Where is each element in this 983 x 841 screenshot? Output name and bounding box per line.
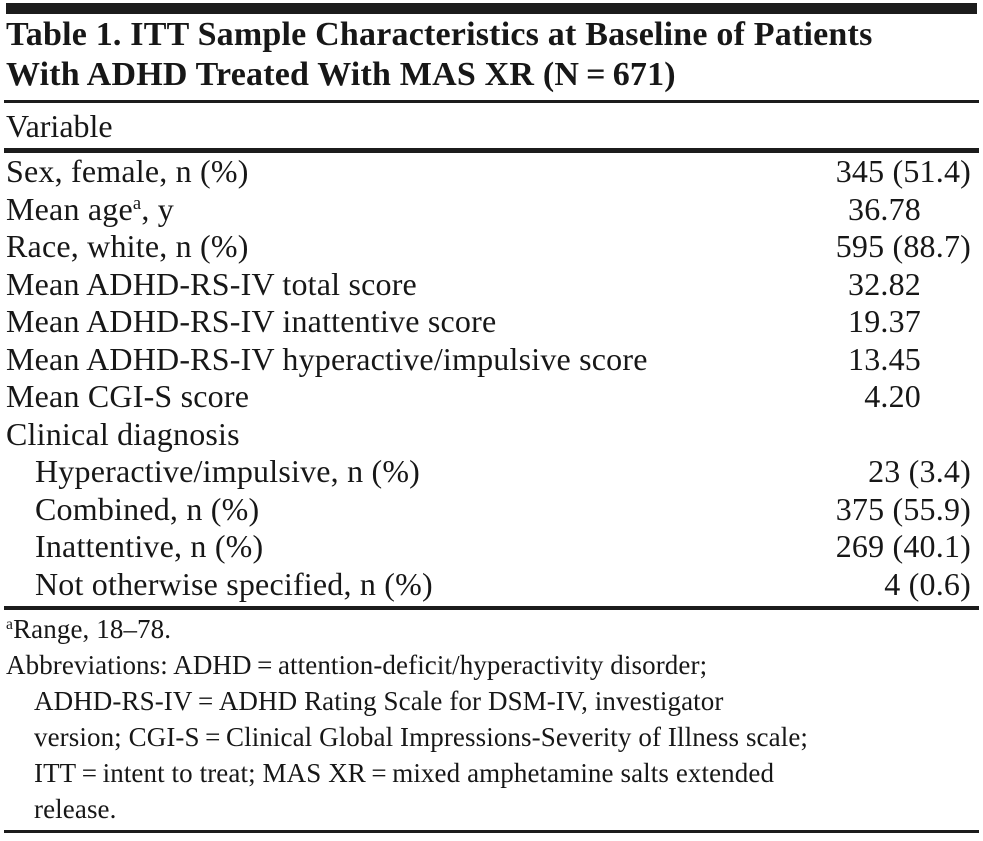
row-label: Not otherwise specified, n (%) — [35, 565, 433, 602]
table-row: Inattentive, n (%) 269 (40.1) — [0, 528, 983, 566]
footnote-abbrev-line: ITT = intent to treat; MAS XR = mixed am… — [34, 758, 775, 788]
table-row: Combined, n (%) 375 (55.9) — [0, 491, 983, 529]
table-body: Sex, female, n (%) 345 (51.4) Mean agea, y… — [0, 153, 983, 603]
row-value: 36.78 — [848, 190, 921, 227]
row-value: 13.45 — [848, 340, 921, 377]
row-label: Mean agea, y — [6, 190, 174, 227]
row-label: Mean CGI-S score — [6, 378, 250, 414]
rule-under-header — [4, 148, 979, 153]
table-row: Mean ADHD-RS-IV hyperactive/impulsive sc… — [0, 341, 983, 379]
rule-under-body — [4, 606, 979, 610]
row-label: Mean ADHD-RS-IV hyperactive/impulsive sc… — [6, 340, 648, 377]
row-label: Clinical diagnosis — [6, 415, 240, 452]
row-label: Race, white, n (%) — [6, 228, 249, 264]
row-value: 595 (88.7) — [835, 228, 971, 264]
row-value: 4 (0.6) — [884, 565, 971, 602]
column-header-variable: Variable — [6, 108, 113, 144]
row-label-superscript: a — [132, 193, 142, 215]
table-row: Mean agea, y 36.78 — [0, 191, 983, 229]
footnotes: aRange, 18–78. Abbreviations: ADHD = att… — [6, 611, 977, 827]
table-top-bar — [6, 3, 977, 14]
table-row: Mean ADHD-RS-IV inattentive score 19.37 — [0, 303, 983, 341]
rule-under-title — [4, 100, 979, 103]
table-row: Hyperactive/impulsive, n (%) 23 (3.4) — [0, 453, 983, 491]
table-row: Mean CGI-S score 4.20 — [0, 378, 983, 416]
bottom-rule — [4, 830, 979, 833]
row-label: Inattentive, n (%) — [35, 528, 264, 564]
table-row: Clinical diagnosis — [0, 416, 983, 454]
row-value: 375 (55.9) — [835, 490, 971, 527]
row-label: Hyperactive/impulsive, n (%) — [35, 453, 421, 489]
row-value: 4.20 — [864, 378, 921, 414]
row-value: 32.82 — [848, 265, 921, 302]
footnote-abbrev-line: Abbreviations: ADHD = attention-deficit/… — [6, 650, 708, 680]
footnote-range-text: Range, 18–78. — [13, 614, 172, 644]
table-row: Not otherwise specified, n (%) 4 (0.6) — [0, 566, 983, 604]
table-title-line1: Table 1. ITT Sample Characteristics at B… — [6, 16, 873, 53]
footnote-abbrev-line: ADHD-RS-IV = ADHD Rating Scale for DSM-I… — [34, 686, 724, 716]
table-row: Race, white, n (%) 595 (88.7) — [0, 228, 983, 266]
row-value: 23 (3.4) — [868, 453, 971, 489]
row-value: 19.37 — [848, 303, 921, 339]
row-value: 269 (40.1) — [835, 528, 971, 564]
table-title: Table 1. ITT Sample Characteristics at B… — [6, 15, 873, 95]
footnote-range-marker: a — [6, 616, 14, 634]
row-label: Sex, female, n (%) — [6, 153, 249, 189]
row-label: Mean ADHD-RS-IV total score — [6, 265, 417, 302]
row-label: Combined, n (%) — [35, 490, 260, 527]
table-row: Mean ADHD-RS-IV total score 32.82 — [0, 266, 983, 304]
row-value: 345 (51.4) — [835, 153, 971, 189]
table-title-line2: With ADHD Treated With MAS XR (N = 671) — [6, 56, 676, 93]
footnote-abbrev-line: version; CGI-S = Clinical Global Impress… — [34, 722, 809, 752]
footnote-range: aRange, 18–78. — [6, 611, 977, 647]
row-label: Mean ADHD-RS-IV inattentive score — [6, 303, 497, 339]
footnote-abbreviations: Abbreviations: ADHD = attention-deficit/… — [6, 647, 977, 827]
table-row: Sex, female, n (%) 345 (51.4) — [0, 153, 983, 191]
footnote-abbrev-line: release. — [34, 794, 117, 824]
